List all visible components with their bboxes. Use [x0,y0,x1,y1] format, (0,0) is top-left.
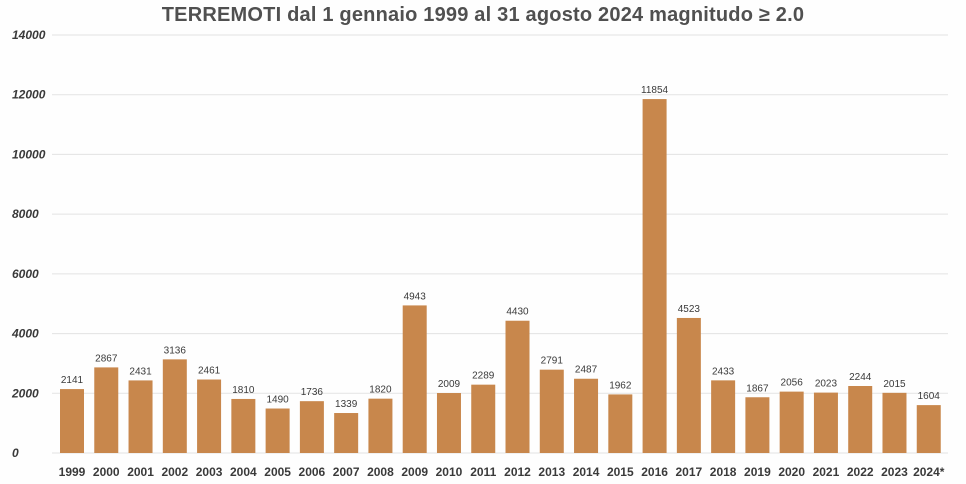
y-axis: 0 2000 4000 6000 8000 10000 12000 14000 [11,28,46,460]
data-label: 4943 [404,291,427,302]
bar [676,317,701,453]
x-tick-label: 2002 [161,465,188,479]
bar [539,369,564,453]
x-tick-label: 2004 [230,465,257,479]
data-label: 1810 [232,385,255,396]
data-label: 2056 [781,378,804,389]
x-tick-label: 2013 [538,465,565,479]
y-tick-label: 12000 [12,88,46,102]
data-label: 1962 [609,380,632,391]
y-tick-label: 8000 [12,207,39,221]
bar [882,392,907,453]
y-tick-label: 14000 [12,28,46,42]
x-tick-label: 2007 [333,465,360,479]
bars [60,99,941,453]
bar [916,405,941,453]
data-label: 2461 [198,366,221,377]
x-tick-label: 2009 [401,465,428,479]
bar [162,359,187,453]
data-label: 2289 [472,371,495,382]
chart-title: TERREMOTI dal 1 gennaio 1999 al 31 agost… [161,4,805,26]
y-tick-label: 10000 [12,147,46,161]
bar [94,367,119,453]
x-tick-label: 2023 [881,465,908,479]
x-tick-label: 2017 [676,465,703,479]
bar [60,389,84,453]
bar [745,397,770,453]
data-label: 4430 [506,307,529,318]
data-label: 2023 [815,379,838,390]
data-label: 11854 [641,85,669,96]
bar [848,386,873,453]
data-label: 2244 [849,372,872,383]
bar [505,320,530,453]
gridlines [52,34,948,454]
x-tick-label: 2021 [813,465,840,479]
x-tick-label: 2000 [93,465,120,479]
x-tick-label: 2015 [607,465,634,479]
data-label: 2487 [575,365,598,376]
bar [265,408,290,453]
x-tick-label: 2022 [847,465,874,479]
x-tick-label: 2014 [573,465,600,479]
y-tick-label: 2000 [11,386,39,400]
bar [711,380,736,453]
x-tick-label: 2001 [127,465,154,479]
data-label: 2791 [541,356,564,367]
data-label: 1736 [301,387,324,398]
x-tick-label: 1999 [59,465,86,479]
data-label: 2433 [712,366,735,377]
y-tick-label: 6000 [12,267,39,281]
bar [642,99,667,453]
bar [402,305,427,453]
x-tick-label: 2005 [264,465,291,479]
bar [436,393,461,453]
x-tick-label: 2020 [778,465,805,479]
bar [368,398,393,453]
data-label: 1604 [918,391,941,402]
bar [128,380,153,453]
data-label: 1339 [335,399,358,410]
data-label: 2867 [95,353,118,364]
bar [813,392,838,453]
data-label: 4523 [678,304,701,315]
x-tick-label: 2018 [710,465,737,479]
data-label: 2015 [883,379,906,390]
x-axis: 1999 2000 2001 2002 2003 2004 2005 2006 2007 2008… [59,465,945,479]
bar [471,384,496,453]
y-tick-label: 0 [12,446,19,460]
x-tick-label: 2011 [470,465,496,479]
x-tick-label: 2024* [913,465,945,479]
bar [334,413,359,453]
x-tick-label: 2016 [641,465,668,479]
bar [197,379,222,453]
bar [574,378,599,453]
data-label: 3136 [164,345,187,356]
x-tick-label: 2019 [744,465,771,479]
x-tick-label: 2010 [436,465,463,479]
data-label: 2141 [61,375,84,386]
data-labels: 2141 2867 2431 3136 2461 1810 1490 1736 1339 1820… [61,85,940,410]
data-label: 1490 [266,395,289,406]
data-label: 2009 [438,379,461,390]
x-tick-label: 2008 [367,465,394,479]
bar [608,394,633,453]
x-tick-label: 2003 [196,465,223,479]
data-label: 1820 [369,385,392,396]
data-label: 2431 [129,366,152,377]
y-tick-label: 4000 [11,327,39,341]
data-label: 1867 [746,383,769,394]
x-tick-label: 2006 [299,465,326,479]
bar [299,401,324,453]
x-tick-label: 2012 [504,465,531,479]
bar [231,398,256,453]
bar [779,391,804,453]
